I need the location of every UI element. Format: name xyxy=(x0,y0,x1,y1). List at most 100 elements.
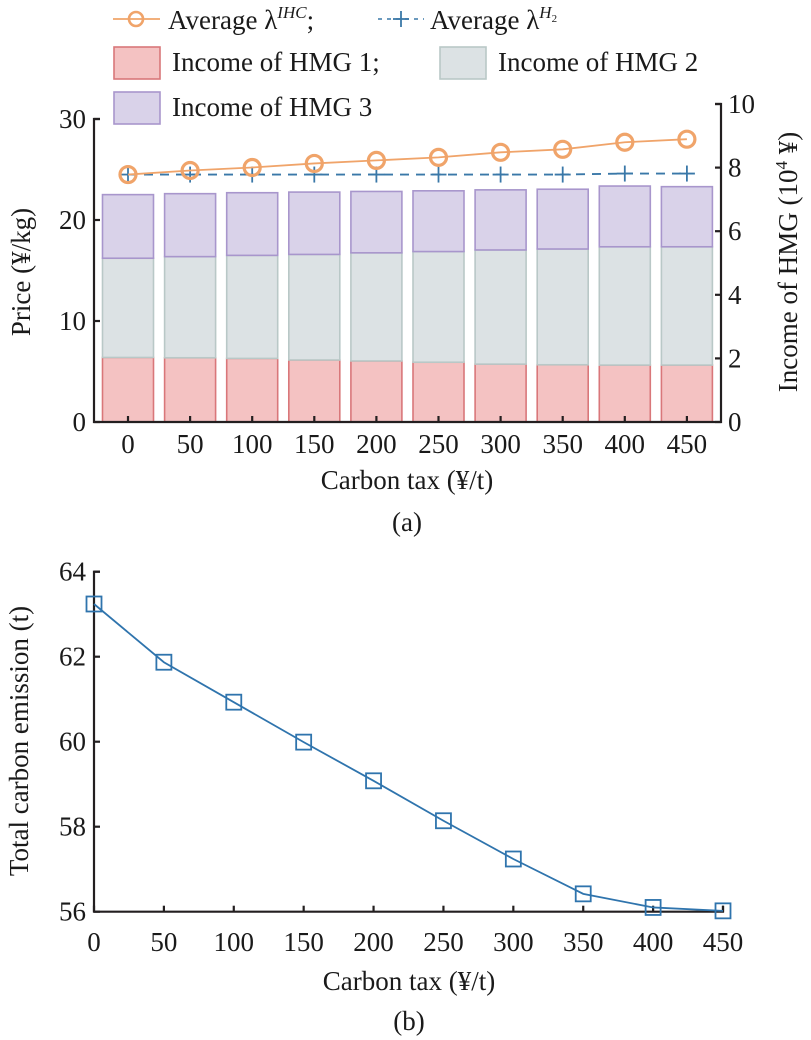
y-tick-label: 58 xyxy=(59,812,86,842)
left-y-tick-label: 30 xyxy=(59,104,86,134)
marker-square-150 xyxy=(295,733,313,751)
left-y-tick-label: 0 xyxy=(73,407,87,437)
chart-a-lines xyxy=(118,129,697,185)
left-y-tick-label: 10 xyxy=(59,306,86,336)
legend-label-hmg1: Income of HMG 1; xyxy=(172,47,380,77)
marker-circle-100 xyxy=(242,157,262,178)
bar-hmg2-400 xyxy=(598,245,652,366)
x-tick-label: 200 xyxy=(356,429,397,459)
chart-b-series xyxy=(85,595,732,920)
legend-text-part: IHC xyxy=(276,3,307,22)
marker-circle-350 xyxy=(553,139,573,159)
x-tick-label: 400 xyxy=(605,429,646,459)
chart-b-axes: 56 58 60 62 64 0 50 100 150 200 250 300 350 400 450 xyxy=(59,557,743,957)
x-tick-label: 150 xyxy=(283,927,324,957)
bar-hmg1-450 xyxy=(660,364,714,423)
y-tick-label: 64 xyxy=(59,557,87,587)
x-tick-label: 50 xyxy=(150,927,177,957)
x-tick-label: 250 xyxy=(423,927,464,957)
marker-square-200 xyxy=(365,772,382,790)
bar-hmg2-350 xyxy=(536,248,590,366)
marker-plus-400 xyxy=(616,165,633,182)
bar-hmg1-400 xyxy=(598,364,652,423)
legend-text-part: 2 xyxy=(552,13,558,25)
x-tick-label: 450 xyxy=(703,927,744,957)
marker-circle-400 xyxy=(615,132,635,152)
marker-plus-250 xyxy=(430,166,447,183)
x-tick-label: 200 xyxy=(353,927,394,957)
marker-circle-0 xyxy=(118,164,138,185)
marker-circle-150 xyxy=(304,153,324,174)
bar-hmg1-300 xyxy=(474,363,527,423)
x-tick-label: 400 xyxy=(633,927,674,957)
marker-circle-50 xyxy=(180,160,200,181)
right-y-tick-label: 0 xyxy=(728,407,742,437)
bar-hmg3-150 xyxy=(287,191,341,256)
x-tick-label: 350 xyxy=(542,429,583,459)
bar-hmg2-0 xyxy=(101,257,155,359)
marker-plus-350 xyxy=(554,166,571,183)
marker-square-450 xyxy=(714,902,732,920)
legend-marker-circle xyxy=(127,10,145,28)
bar-hmg2-300 xyxy=(474,249,527,365)
x-tick-label: 0 xyxy=(87,927,101,957)
marker-circle-450 xyxy=(677,129,697,149)
marker-square-350 xyxy=(574,885,592,903)
bar-hmg3-350 xyxy=(536,188,590,250)
legend-text-part: ; xyxy=(307,5,315,35)
chart-a-y-axis-title: Price (¥/kg) xyxy=(6,208,36,336)
marker-plus-300 xyxy=(492,166,509,183)
legend-text-part: Average λ xyxy=(168,5,277,35)
marker-circle-250 xyxy=(428,147,449,167)
right-y-tick-label: 4 xyxy=(728,280,742,310)
x-tick-label: 300 xyxy=(480,429,521,459)
bar-hmg3-200 xyxy=(350,190,403,254)
bar-hmg1-350 xyxy=(536,363,590,423)
chart-b-axis-frame xyxy=(92,570,725,913)
y-tick-label: 56 xyxy=(59,897,86,927)
bar-hmg3-450 xyxy=(660,185,714,248)
legend-label-hmg3: Income of HMG 3 xyxy=(172,92,372,122)
marker-plus-150 xyxy=(306,166,323,183)
legend-label-hmg2: Income of HMG 2 xyxy=(498,47,698,77)
y-tick-label: 60 xyxy=(59,727,86,757)
bar-hmg3-0 xyxy=(101,193,155,260)
label-part: ¥) xyxy=(773,132,803,161)
bar-hmg2-150 xyxy=(287,253,341,361)
bar-hmg1-200 xyxy=(350,360,403,423)
bar-hmg2-100 xyxy=(225,254,279,360)
legend-text-part: H xyxy=(538,3,553,22)
chart-a-subplot-label: (a) xyxy=(392,507,422,537)
marker-square-50 xyxy=(155,653,173,671)
x-tick-label: 350 xyxy=(563,927,604,957)
bar-hmg1-100 xyxy=(225,357,279,423)
x-tick-label: 150 xyxy=(294,429,335,459)
bar-hmg2-200 xyxy=(350,252,403,362)
marker-square-0 xyxy=(85,595,103,613)
bar-hmg3-250 xyxy=(412,190,465,253)
marker-circle-300 xyxy=(491,142,511,162)
marker-square-300 xyxy=(504,850,522,868)
bar-hmg3-400 xyxy=(598,185,652,248)
marker-square-400 xyxy=(644,899,662,916)
bar-hmg3-50 xyxy=(163,192,217,258)
left-y-tick-label: 20 xyxy=(59,205,86,235)
chart-b-subplot-label: (b) xyxy=(393,1006,424,1036)
legend-text-part: Average λ xyxy=(430,5,539,35)
x-tick-label: 300 xyxy=(493,927,534,957)
legend-label-ihc: Average λIHC; xyxy=(168,3,314,35)
x-tick-label: 0 xyxy=(121,429,135,459)
marker-circle-200 xyxy=(366,150,386,171)
bar-hmg1-250 xyxy=(412,361,465,423)
line-average-lambda-h2 xyxy=(128,172,687,176)
bar-hmg2-450 xyxy=(660,245,714,366)
x-tick-label: 450 xyxy=(667,429,708,459)
marker-plus-450 xyxy=(678,165,695,182)
chart-b: 56 58 60 62 64 0 50 100 150 200 250 300 350 400 450 Ca… xyxy=(4,557,743,1036)
bar-hmg1-0 xyxy=(101,356,155,423)
chart-a-x-axis-title: Carbon tax (¥/t) xyxy=(321,465,493,495)
chart-a-right-y-axis-title: Income of HMG (104 ¥) xyxy=(772,132,803,392)
marker-square-250 xyxy=(435,812,452,830)
